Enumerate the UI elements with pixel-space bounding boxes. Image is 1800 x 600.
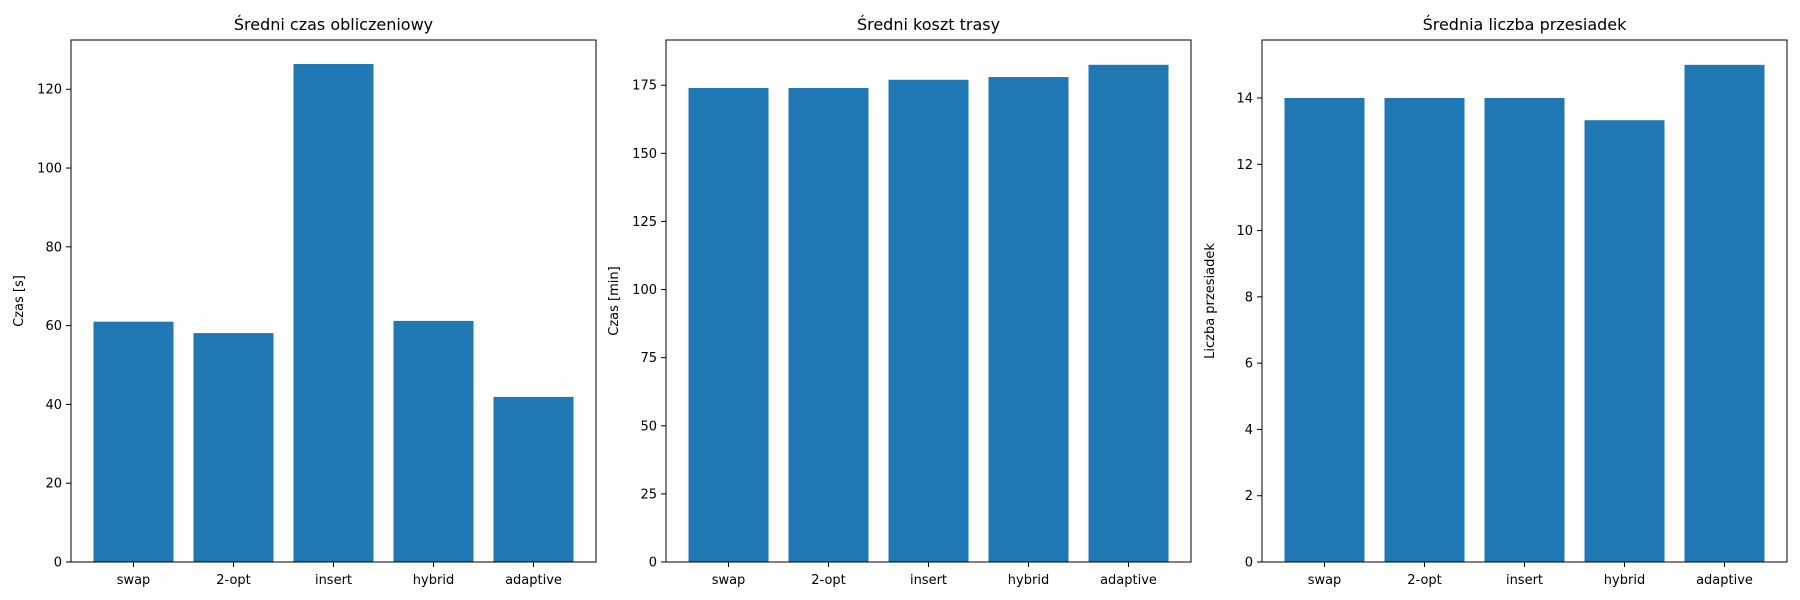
y-tick-label: 20 — [45, 477, 62, 492]
x-tick-label: swap — [117, 573, 151, 588]
chart-title: Średni koszt trasy — [857, 15, 1000, 34]
y-tick-label: 6 — [1245, 357, 1253, 372]
y-tick-label: 10 — [1236, 224, 1253, 239]
bar-adaptive — [1088, 64, 1169, 563]
x-tick-label: insert — [1506, 573, 1543, 588]
chart-1: Średni czas obliczeniowy swap 2-opt insert h… — [12, 15, 597, 588]
bar-2-opt — [1384, 98, 1465, 562]
x-tick-label: hybrid — [413, 573, 454, 588]
bar-swap — [93, 321, 174, 562]
bar-insert — [1484, 98, 1565, 562]
x-tick-label: adaptive — [1696, 573, 1753, 588]
y-tick-label: 12 — [1236, 158, 1253, 173]
bar-insert — [293, 64, 374, 562]
x-tick-label: swap — [1308, 573, 1342, 588]
x-tick-label: 2-opt — [1407, 573, 1442, 588]
axes-frame — [665, 39, 1192, 563]
y-axis-label: Liczba przesiadek — [1203, 243, 1218, 359]
y-axis-label: Czas [min] — [607, 266, 622, 335]
y-tick-label: 0 — [1245, 556, 1253, 571]
y-tick-label: 100 — [37, 162, 62, 177]
x-tick-label: 2-opt — [811, 573, 846, 588]
bar-adaptive — [1684, 64, 1765, 562]
y-axis-label: Czas [s] — [12, 275, 27, 327]
bar-hybrid — [393, 320, 474, 562]
bar-adaptive — [493, 396, 574, 562]
chart-2: Średni koszt trasy swap 2-opt insert hybrid a… — [607, 15, 1192, 588]
y-tick-label: 25 — [640, 487, 657, 502]
y-tick-label: 100 — [632, 283, 657, 298]
y-tick-label: 0 — [54, 556, 62, 571]
y-tick-label: 8 — [1245, 290, 1253, 305]
bar-2-opt — [193, 333, 274, 562]
x-tick-label: insert — [315, 573, 352, 588]
x-tick-label: 2-opt — [216, 573, 251, 588]
axes-frame — [70, 39, 597, 563]
y-tick-label: 2 — [1245, 489, 1253, 504]
y-tick-label: 175 — [632, 79, 657, 94]
bar-hybrid — [988, 77, 1069, 563]
y-tick-label: 0 — [649, 556, 657, 571]
bar-swap — [1284, 98, 1365, 562]
bar-insert — [888, 79, 969, 563]
chart-title: Średni czas obliczeniowy — [234, 15, 433, 34]
x-tick-label: hybrid — [1008, 573, 1049, 588]
x-tick-label: adaptive — [1100, 573, 1157, 588]
y-tick-label: 80 — [45, 240, 62, 255]
chart-3: Średnia liczba przesiadek swap 2-opt insert… — [1203, 15, 1788, 588]
y-tick-label: 125 — [632, 215, 657, 230]
x-tick-label: swap — [712, 573, 746, 588]
x-tick-label: insert — [910, 573, 947, 588]
y-tick-label: 75 — [640, 351, 657, 366]
x-tick-label: hybrid — [1604, 573, 1645, 588]
chart-title: Średnia liczba przesiadek — [1423, 15, 1628, 34]
y-tick-label: 14 — [1236, 92, 1253, 107]
bar-2-opt — [788, 87, 869, 563]
axes-frame — [1261, 39, 1788, 563]
bar-swap — [688, 87, 769, 563]
x-tick-label: adaptive — [505, 573, 562, 588]
y-tick-label: 50 — [640, 419, 657, 434]
y-tick-label: 4 — [1245, 423, 1253, 438]
y-tick-label: 120 — [37, 83, 62, 98]
y-tick-label: 150 — [632, 147, 657, 162]
bar-hybrid — [1584, 120, 1665, 562]
y-tick-label: 60 — [45, 319, 62, 334]
y-tick-label: 40 — [45, 398, 62, 413]
